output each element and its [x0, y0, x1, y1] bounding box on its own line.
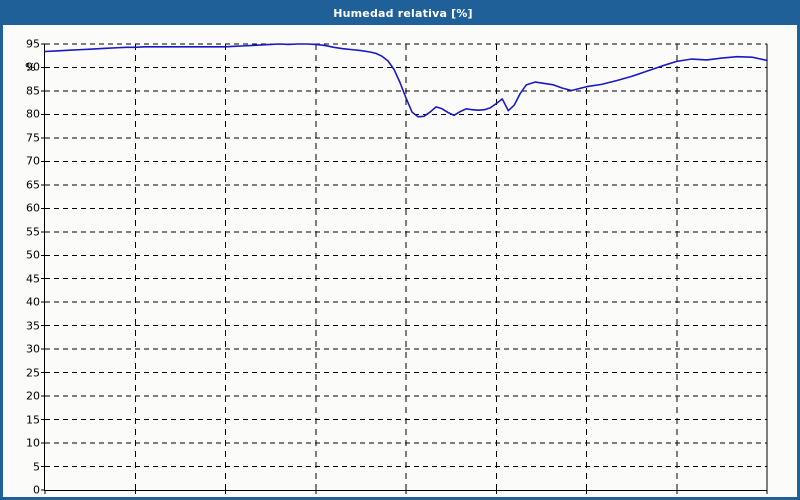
y-axis-tick-label: 50 — [26, 248, 40, 262]
page-title: Humedad relativa [%] — [333, 7, 473, 20]
y-axis-tick-label: 60 — [26, 201, 40, 215]
axis-tick-layer: 0510152025303540455055606570758085909500… — [26, 38, 767, 497]
y-axis-tick-label: 85 — [26, 84, 40, 98]
y-axis-tick-label: 10 — [26, 436, 40, 450]
y-axis-tick-label: 65 — [26, 178, 40, 192]
y-axis-tick-label: 25 — [26, 366, 40, 380]
y-axis-tick-label: 40 — [26, 295, 40, 309]
y-axis-tick-label: 95 — [26, 37, 40, 51]
y-axis-tick-label: 45 — [26, 272, 40, 286]
y-axis-unit-label: % — [25, 61, 36, 74]
y-axis-tick-label: 90 — [26, 60, 40, 74]
y-axis-tick-label: 75 — [26, 131, 40, 145]
data-series-line — [44, 43, 768, 118]
data-line-layer — [44, 43, 768, 118]
y-axis-tick-label: 30 — [26, 342, 40, 356]
y-axis-tick-label: 15 — [26, 413, 40, 427]
y-axis-tick-label: 35 — [26, 319, 40, 333]
y-axis-tick-label: 5 — [33, 460, 40, 474]
y-axis-tick-label: 80 — [26, 107, 40, 121]
chart-canvas: % 0 5 10 15 20 25 30 35 40 45 50 55 60 65 70 75 80 85 90 95… — [3, 25, 797, 497]
grid-layer — [41, 43, 768, 494]
y-axis-tick-label: 70 — [26, 154, 40, 168]
y-axis-tick-label: 0 — [33, 483, 40, 497]
y-axis-tick-label: 55 — [26, 225, 40, 239]
y-axis-tick-label: 20 — [26, 389, 40, 403]
window-title-bar: Humedad relativa [%] — [3, 3, 797, 25]
plot-area: 0510152025303540455055606570758085909500… — [26, 38, 768, 497]
